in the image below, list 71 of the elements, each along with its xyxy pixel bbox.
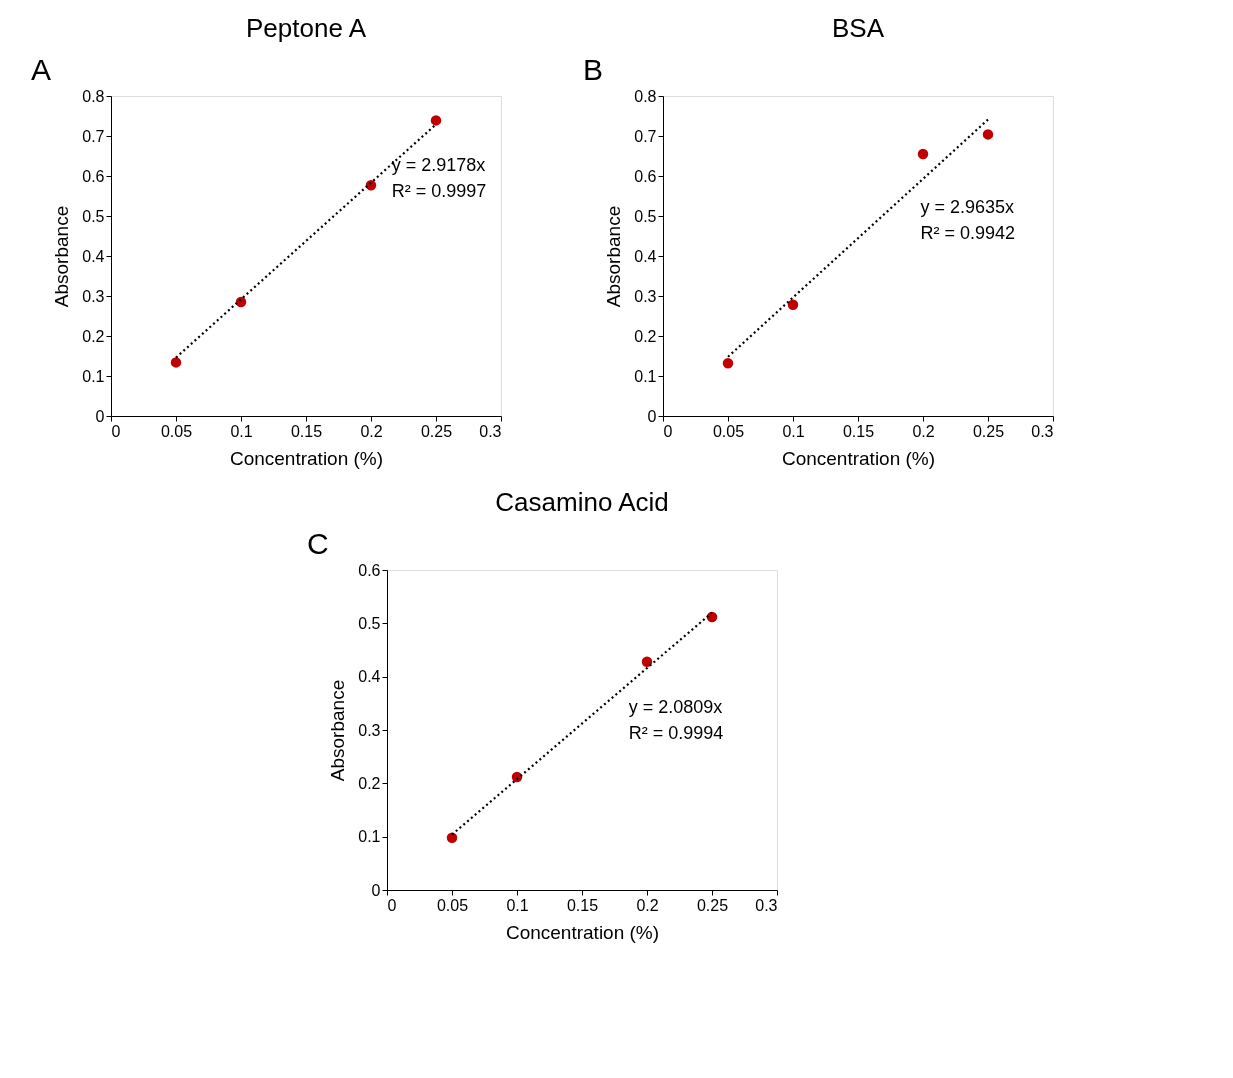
- y-tick-label: 0.4: [82, 247, 105, 265]
- y-axis-title: Absorbance: [603, 205, 625, 308]
- y-tick-label: 0.5: [358, 614, 381, 632]
- x-tick-label: 0: [111, 422, 121, 440]
- y-tick-label: 0.1: [358, 828, 381, 846]
- x-tick-label: 0.25: [972, 422, 1005, 440]
- x-tick-label: 0.15: [566, 896, 599, 914]
- point: [722, 357, 734, 369]
- y-tick-label: 0: [95, 407, 105, 425]
- y-tick-label: 0.4: [358, 668, 381, 686]
- y-tick-label: 0.1: [634, 367, 657, 385]
- annotation: R² = 0.9942: [920, 223, 1015, 243]
- point: [641, 656, 653, 667]
- y-tick-label: 0.2: [82, 327, 105, 345]
- point: [917, 148, 929, 160]
- chart-title: BSA: [831, 13, 885, 43]
- x-tick-label: 0.3: [479, 422, 502, 440]
- text: A: [31, 53, 52, 86]
- x-tick-label: 0: [663, 422, 673, 440]
- point: [170, 357, 182, 368]
- x-tick-label: 0: [387, 896, 397, 914]
- y-tick-label: 0.6: [358, 561, 381, 579]
- x-tick-label: 0.15: [290, 422, 323, 440]
- x-tick-label: 0.2: [912, 422, 935, 440]
- x-tick-label: 0.1: [230, 422, 253, 440]
- y-tick-label: 0: [371, 881, 381, 899]
- point: [446, 832, 458, 843]
- annotation: R² = 0.9997: [391, 181, 487, 202]
- y-tick-label: 0.5: [634, 207, 657, 225]
- y-tick-label: 0.3: [82, 287, 105, 305]
- x-tick-label: 0.1: [506, 896, 529, 914]
- x-tick-label: 0.25: [420, 422, 453, 440]
- text: B: [583, 53, 604, 86]
- x-tick-label: 0.3: [1031, 422, 1054, 440]
- y-tick-label: 0.6: [82, 167, 105, 185]
- y-tick-label: 0.7: [82, 127, 105, 145]
- x-tick-label: 0.3: [755, 896, 778, 914]
- point: [982, 129, 994, 140]
- annotation: y = 2.0809x: [628, 696, 723, 717]
- y-tick-label: 0.4: [634, 247, 657, 265]
- x-tick-label: 0.05: [436, 896, 469, 914]
- annotation: y = 2.9178x: [391, 155, 486, 176]
- y-axis-title: Absorbance: [327, 679, 349, 782]
- y-tick-label: 0: [647, 407, 657, 425]
- annotation: y = 2.9635x: [920, 197, 1014, 217]
- y-tick-label: 0.7: [634, 127, 657, 145]
- y-tick-label: 0.2: [634, 327, 657, 345]
- chart-title: Peptone A: [246, 13, 367, 43]
- y-tick-label: 0.1: [82, 367, 105, 385]
- x-axis-title: Concentration (%): [505, 921, 660, 943]
- x-axis-title: Concentration (%): [229, 447, 384, 469]
- x-tick-label: 0.25: [696, 896, 729, 914]
- x-tick-label: 0.05: [712, 422, 745, 440]
- chart-title: Casamino Acid: [495, 487, 669, 517]
- annotation: R² = 0.9994: [628, 722, 724, 743]
- text: C: [307, 527, 329, 560]
- x-tick-label: 0.15: [842, 422, 875, 440]
- point: [430, 115, 442, 126]
- y-tick-label: 0.8: [634, 87, 657, 105]
- point: [787, 299, 799, 311]
- x-tick-label: 0.1: [782, 422, 805, 440]
- y-tick-label: 0.8: [82, 87, 105, 105]
- x-axis-title: Concentration (%): [781, 447, 936, 469]
- y-tick-label: 0.3: [634, 287, 657, 305]
- y-axis-title: Absorbance: [51, 205, 73, 308]
- point: [235, 296, 247, 308]
- y-tick-label: 0.3: [358, 721, 381, 739]
- x-tick-label: 0.05: [160, 422, 193, 440]
- y-tick-label: 0.5: [82, 207, 105, 225]
- y-tick-label: 0.2: [358, 774, 381, 792]
- y-tick-label: 0.6: [634, 167, 657, 185]
